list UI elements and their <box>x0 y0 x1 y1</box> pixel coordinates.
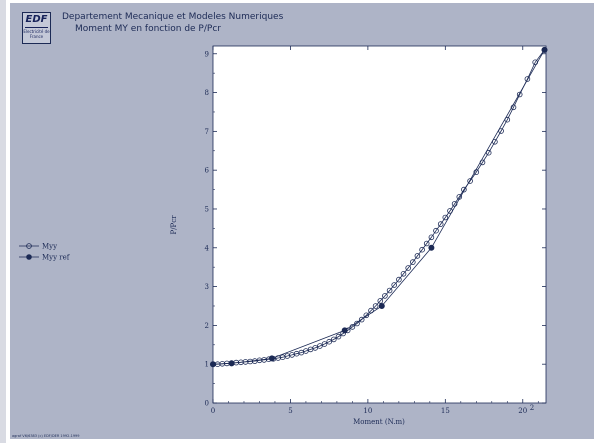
data-point-myy <box>284 353 291 359</box>
y-tick-label: 4 <box>205 244 210 252</box>
data-point-myy-ref <box>378 302 385 309</box>
data-point-myy <box>303 348 309 354</box>
data-point-myy-ref <box>228 360 235 367</box>
y-tick-label: 2 <box>205 322 209 330</box>
chart-title: Moment MY en fonction de P/Pcr <box>75 24 221 34</box>
data-point-myy <box>289 352 295 358</box>
data-point-myy <box>400 270 407 277</box>
x-tick-label: 20 <box>518 407 527 415</box>
edf-logo: EDF Electricité de France <box>22 12 51 44</box>
y-axis: 0 1 2 3 4 5 6 7 8 9 <box>205 50 546 408</box>
data-point-myy <box>451 201 458 207</box>
data-point-myy <box>293 350 300 357</box>
data-point-myy <box>409 259 416 265</box>
x-axis-title: Moment (N.m) <box>353 418 405 426</box>
series-line-myy <box>213 49 545 365</box>
data-point-myy <box>433 227 439 234</box>
legend: Myy Myy ref <box>19 243 71 262</box>
data-point-myy <box>492 139 498 145</box>
logo-text: EDF <box>25 14 48 25</box>
data-point-myy <box>391 282 398 288</box>
y-tick-label: 9 <box>205 50 209 58</box>
x-tick-label: 15 <box>441 407 450 415</box>
data-point-myy <box>423 240 430 247</box>
data-point-myy <box>279 354 286 361</box>
data-point-myy <box>414 253 421 259</box>
data-point-myy <box>377 298 384 304</box>
data-point-myy <box>498 128 504 134</box>
data-point-myy <box>428 234 435 241</box>
logo-rule <box>25 27 48 28</box>
data-point-myy <box>442 214 449 221</box>
data-point-myy-ref <box>541 46 548 53</box>
data-point-myy <box>516 91 523 98</box>
legend-marker-myy <box>26 243 32 249</box>
organization-name: Departement Mecanique et Modeles Numeriq… <box>62 12 284 22</box>
data-point-myy <box>467 178 473 184</box>
y-tick-label: 8 <box>205 89 209 97</box>
data-point-myy <box>321 341 328 347</box>
x-tick-label: 0 <box>211 407 215 415</box>
plot-area <box>209 46 548 368</box>
footer-credit: agraf V6/6383 (c) EDF/DER 1992-1999 <box>12 434 80 438</box>
data-point-myy <box>307 346 314 353</box>
x-exponent: 2 <box>530 404 534 412</box>
data-point-myy <box>437 221 444 227</box>
y-tick-label: 1 <box>205 361 209 369</box>
data-point-myy <box>461 186 467 193</box>
data-point-myy-ref <box>268 355 275 362</box>
data-point-myy <box>382 293 388 299</box>
plot-background <box>212 45 547 404</box>
data-point-myy <box>372 303 379 309</box>
data-point-myy <box>330 336 337 343</box>
data-point-myy <box>524 76 531 82</box>
legend-label-myy-ref: Myy ref <box>42 254 71 262</box>
window-edge <box>0 0 6 443</box>
data-point-myy-ref <box>341 327 348 334</box>
data-point-myy <box>419 246 425 253</box>
data-point-myy <box>317 343 323 349</box>
y-tick-label: 6 <box>205 167 210 175</box>
data-point-myy <box>326 338 333 345</box>
data-point-myy <box>396 276 402 283</box>
legend-marker-myy-ref <box>26 254 32 260</box>
y-tick-label: 7 <box>205 128 209 136</box>
data-point-myy <box>485 149 492 156</box>
x-tick-label: 10 <box>363 407 372 415</box>
data-point-myy <box>363 312 370 319</box>
data-point-myy <box>405 265 412 271</box>
data-point-myy <box>386 287 393 294</box>
x-tick-label: 5 <box>288 407 292 415</box>
y-tick-label: 5 <box>205 205 209 213</box>
data-point-myy <box>312 345 319 351</box>
data-point-myy <box>335 333 342 340</box>
y-tick-label: 3 <box>205 283 209 291</box>
y-tick-label: 0 <box>205 400 209 408</box>
data-point-myy <box>358 316 365 323</box>
data-point-myy-ref <box>209 361 216 368</box>
data-point-myy-ref <box>428 244 435 251</box>
data-point-myy <box>298 349 305 356</box>
logo-subtext: Electricité de France <box>23 29 50 39</box>
plot-frame <box>212 45 547 404</box>
legend-label-myy: Myy <box>42 243 57 251</box>
x-axis: 0 5 10 15 20 2 <box>211 46 539 415</box>
y-axis-title: P/Pcr <box>170 215 178 235</box>
